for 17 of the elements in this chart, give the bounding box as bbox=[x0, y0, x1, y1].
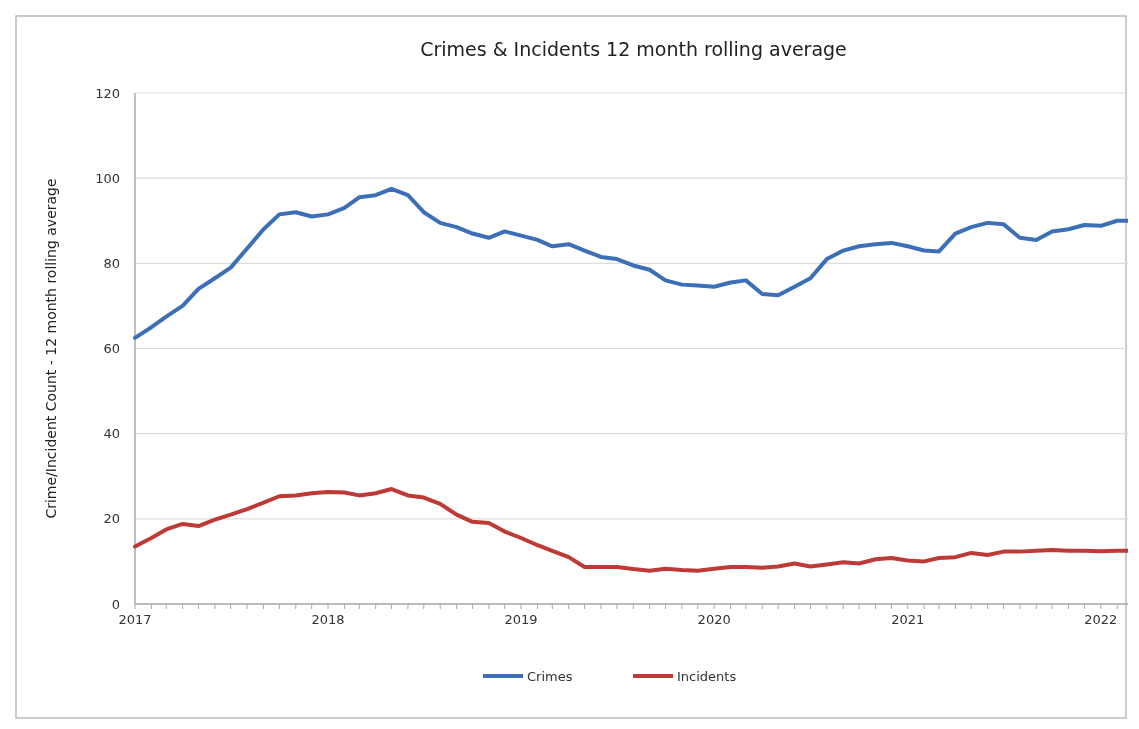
y-tick-label: 120 bbox=[95, 85, 120, 101]
x-tick-label: 2019 bbox=[504, 612, 538, 627]
y-tick-label: 20 bbox=[103, 511, 120, 527]
x-tick-label: 2018 bbox=[311, 612, 345, 627]
y-axis-title: Crime/Incident Count - 12 month rolling average bbox=[43, 178, 59, 519]
y-tick-label: 40 bbox=[103, 426, 120, 442]
y-tick-label: 80 bbox=[103, 255, 120, 271]
x-tick-label: 2021 bbox=[891, 612, 925, 627]
legend-label: Crimes bbox=[527, 668, 573, 684]
chart-title: Crimes & Incidents 12 month rolling average bbox=[420, 38, 847, 60]
y-tick-label: 60 bbox=[103, 341, 120, 357]
legend-label: Incidents bbox=[677, 668, 737, 684]
y-tick-label: 0 bbox=[111, 596, 120, 612]
x-tick-label: 2020 bbox=[697, 612, 731, 627]
x-tick-label: 2022 bbox=[1084, 612, 1118, 627]
x-tick-label: 2017 bbox=[118, 612, 152, 627]
y-tick-label: 100 bbox=[95, 170, 120, 186]
